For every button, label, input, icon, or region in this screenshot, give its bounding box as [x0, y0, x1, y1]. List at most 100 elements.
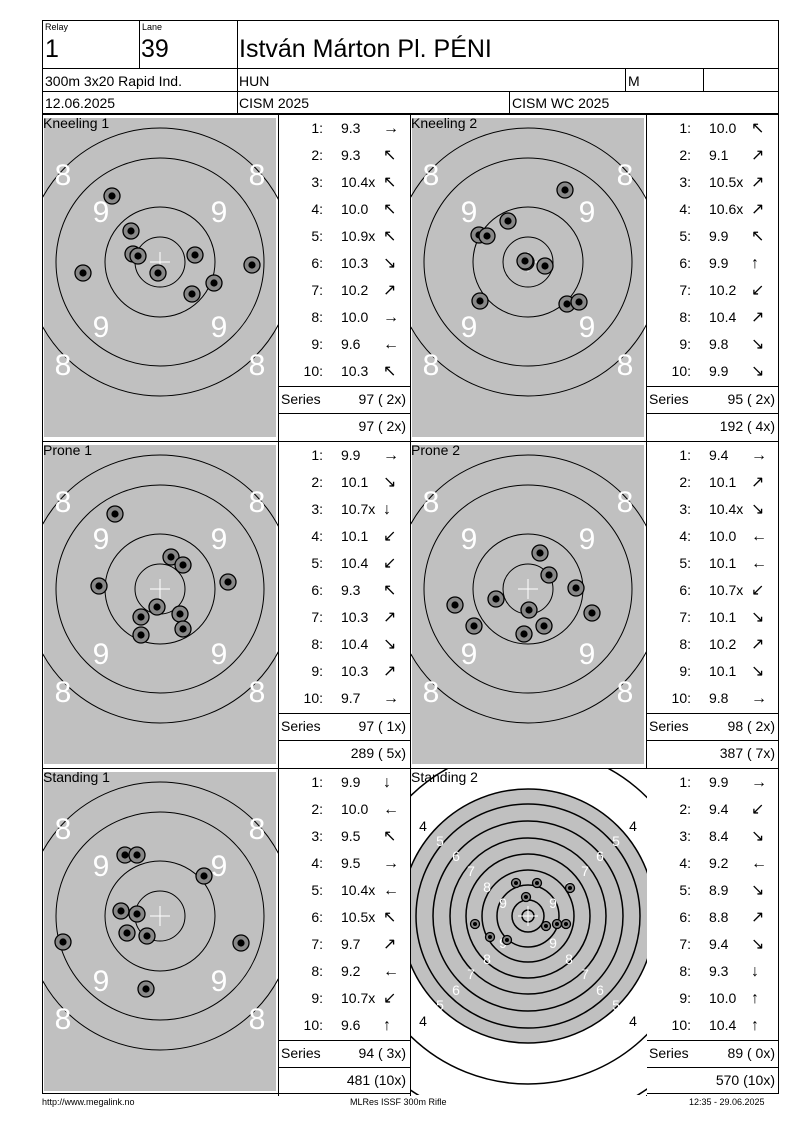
shot-number: 8:: [311, 636, 323, 652]
score-ring: [411, 127, 647, 397]
shot-row: 2: 9.1 ↗: [647, 142, 779, 169]
ring-number: 9: [93, 638, 110, 671]
direction-arrow-icon: ↙: [383, 528, 397, 545]
shot-hole-center: [567, 885, 573, 891]
score-ring: [55, 157, 265, 367]
shot-score: 9.3: [341, 147, 361, 163]
shot-score: 10.0: [341, 309, 369, 325]
direction-arrow-icon: ↙: [383, 990, 397, 1007]
shot-number: 3:: [679, 174, 691, 190]
shot-number: 1:: [311, 120, 323, 136]
shot-row: 5: 9.9 ↖: [647, 223, 779, 250]
shot-hole-center: [545, 571, 553, 579]
shot-hole-center: [588, 609, 596, 617]
direction-arrow-icon: ↘: [751, 936, 765, 953]
shot-row: 7: 10.2 ↙: [647, 277, 779, 304]
series-label: Series: [281, 1045, 321, 1061]
direction-arrow-icon: ↘: [383, 474, 397, 491]
ring-number: 8: [55, 1003, 72, 1036]
panel-title: Standing 1: [43, 769, 110, 785]
divider: [279, 1067, 411, 1068]
shot-score: 10.5x: [341, 909, 376, 925]
direction-arrow-icon: ↘: [751, 501, 765, 518]
score-ring: [55, 484, 265, 694]
target-background: [412, 118, 644, 437]
target-panel: 8 8 9 9 9 9 8 8 Prone 2: [411, 442, 647, 769]
shot-number: 7:: [679, 609, 691, 625]
direction-arrow-icon: ↘: [751, 663, 765, 680]
ring-number: 9: [211, 965, 228, 998]
shot-score: 10.3: [341, 609, 369, 625]
shot-number: 7:: [311, 282, 323, 298]
lane-number: 39: [141, 35, 169, 63]
shot-hole-center: [111, 510, 119, 518]
shot-score: 10.4x: [341, 882, 376, 898]
shot-number: 4:: [679, 855, 691, 871]
ring-number: 8: [423, 486, 440, 519]
direction-arrow-icon: ↖: [383, 582, 397, 599]
direction-arrow-icon: →: [383, 309, 399, 326]
shot-number: 7:: [679, 282, 691, 298]
direction-arrow-icon: ↓: [383, 501, 391, 518]
shot-row: 1: 9.9 ↓: [279, 769, 411, 796]
shot-number: 1:: [679, 447, 691, 463]
shot-row: 6: 10.3 ↘: [279, 250, 411, 277]
shot-score: 10.4: [341, 636, 369, 652]
score-ring: [423, 157, 633, 367]
shot-row: 5: 8.9 ↘: [647, 877, 779, 904]
shot-hole-center: [121, 851, 129, 859]
direction-arrow-icon: ↑: [383, 1017, 391, 1034]
ring-number: 9: [93, 196, 110, 229]
ring-number: 6: [596, 848, 604, 864]
shot-score: 10.0: [341, 801, 369, 817]
shot-row: 9: 10.3 ↗: [279, 658, 411, 685]
direction-arrow-icon: ↖: [751, 120, 765, 137]
shot-row: 8: 10.4 ↘: [279, 631, 411, 658]
direction-arrow-icon: ↙: [751, 282, 765, 299]
shot-score: 10.1: [341, 528, 369, 544]
header-box: Relay 1 Lane 39 István Márton Pl. PÉNI 3…: [42, 20, 779, 114]
shot-score: 10.1: [341, 474, 369, 490]
shot-score: 9.3: [341, 120, 361, 136]
shot-row: 10: 9.9 ↘: [647, 358, 779, 385]
direction-arrow-icon: ↗: [751, 636, 765, 653]
shot-row: 1: 9.9 →: [647, 769, 779, 796]
direction-arrow-icon: ↘: [751, 882, 765, 899]
shot-number: 1:: [311, 774, 323, 790]
shot-score: 10.0: [709, 990, 737, 1006]
shot-number: 4:: [311, 855, 323, 871]
score-ring: [415, 803, 641, 1029]
ring-number: 6: [596, 982, 604, 998]
footer-timestamp: 12:35 - 29.06.2025: [689, 1097, 765, 1107]
shot-row: 4: 10.0 ←: [647, 523, 779, 550]
shot-score: 9.8: [709, 336, 729, 352]
ring-number: 8: [249, 349, 266, 382]
ring-number: 8: [55, 159, 72, 192]
ring-number: 6: [452, 982, 460, 998]
direction-arrow-icon: ↗: [751, 147, 765, 164]
shot-number: 2:: [311, 147, 323, 163]
shot-hole-center: [525, 606, 533, 614]
shot-number: 10:: [303, 363, 323, 379]
running-total: 570 (10x): [715, 1072, 775, 1088]
ring-number: 4: [629, 818, 637, 834]
shot-score: 9.9: [709, 363, 729, 379]
shot-number: 2:: [311, 474, 323, 490]
target-panel: 8 8 9 9 9 9 8 8 Kneeling 1: [43, 115, 279, 442]
series-score: 98 ( 2x): [727, 718, 775, 734]
panel-title: Standing 2: [411, 769, 478, 785]
footer-url[interactable]: http://www.megalink.no: [42, 1097, 135, 1107]
direction-arrow-icon: →: [383, 690, 399, 707]
ring-number: 9: [579, 523, 596, 556]
shot-score: 9.5: [341, 855, 361, 871]
shot-hole-center: [134, 252, 142, 260]
direction-arrow-icon: ↖: [383, 828, 397, 845]
shot-hole-center: [492, 595, 500, 603]
shot-hole-center: [142, 985, 150, 993]
direction-arrow-icon: ↑: [751, 1017, 759, 1034]
shot-hole-center: [123, 929, 131, 937]
ring-number: 8: [483, 879, 491, 895]
shot-row: 3: 10.5x ↗: [647, 169, 779, 196]
shot-row: 3: 10.4x ↖: [279, 169, 411, 196]
ring-number: 8: [423, 676, 440, 709]
